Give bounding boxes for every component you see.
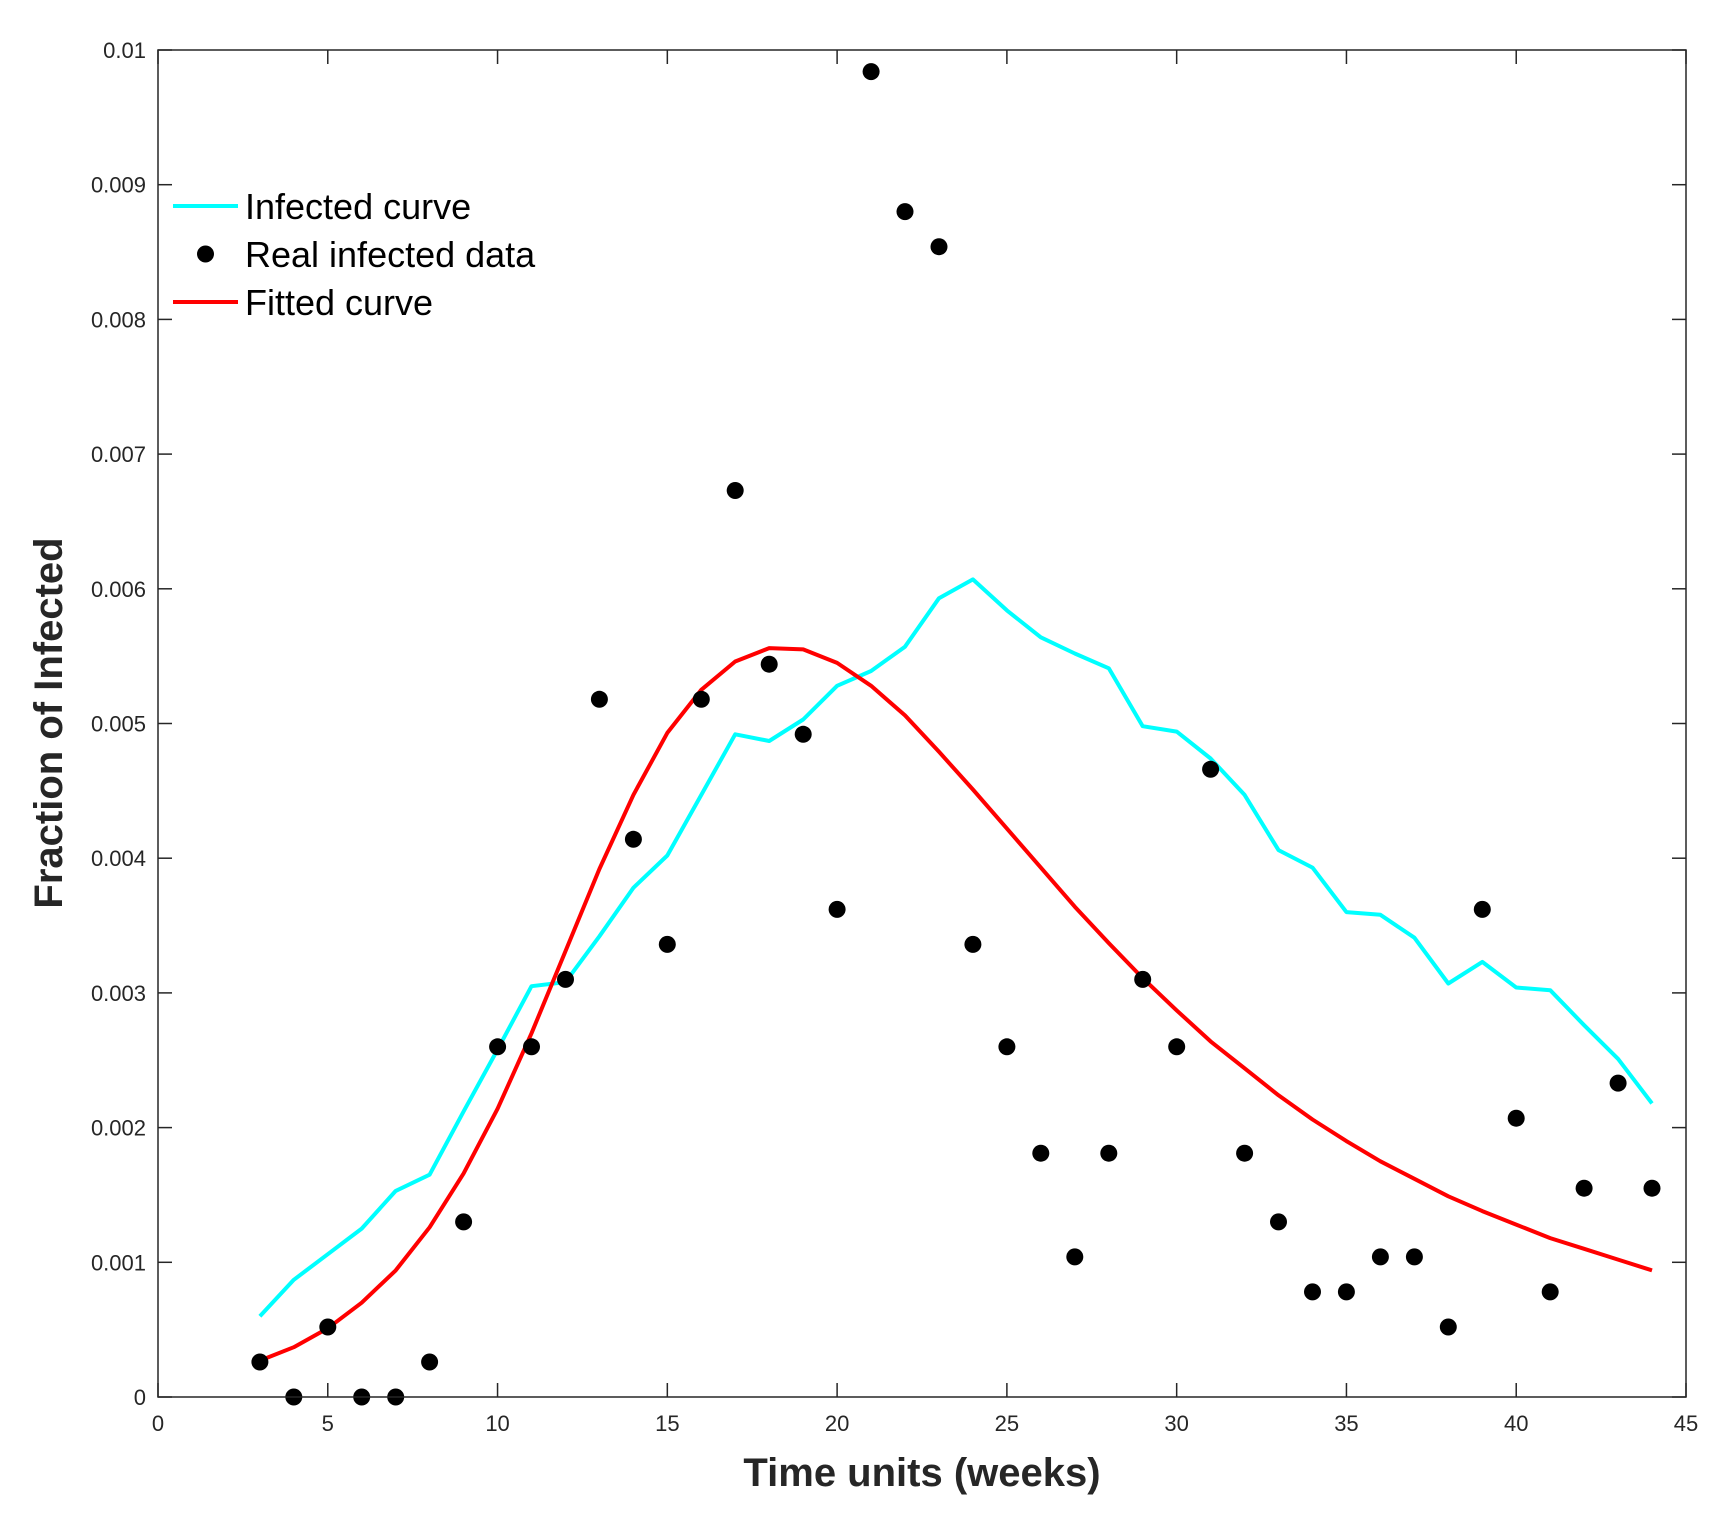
legend: Infected curve Real infected data Fitted c… bbox=[173, 186, 536, 323]
y-tick-label: 0.006 bbox=[91, 577, 146, 602]
data-point bbox=[692, 690, 710, 708]
data-point bbox=[930, 238, 948, 256]
data-point bbox=[964, 935, 982, 953]
y-tick-label: 0.008 bbox=[91, 307, 146, 332]
y-tick-label: 0.001 bbox=[91, 1250, 146, 1275]
data-point bbox=[1066, 1248, 1084, 1266]
y-tick-label: 0.005 bbox=[91, 712, 146, 737]
x-tick-label: 0 bbox=[152, 1411, 164, 1436]
data-point bbox=[1304, 1283, 1321, 1301]
data-point bbox=[1236, 1144, 1254, 1162]
data-point bbox=[1609, 1074, 1627, 1092]
legend-label-fitted-curve: Fitted curve bbox=[245, 282, 433, 323]
y-tick-label: 0 bbox=[134, 1385, 146, 1410]
data-point bbox=[1405, 1248, 1423, 1266]
data-point bbox=[1134, 970, 1152, 988]
data-point bbox=[794, 725, 812, 743]
plot-background bbox=[158, 50, 1686, 1397]
data-point bbox=[1575, 1179, 1593, 1197]
data-point bbox=[624, 830, 642, 848]
data-point bbox=[998, 1038, 1016, 1056]
data-point bbox=[455, 1213, 473, 1231]
data-point bbox=[726, 482, 744, 499]
fitted-curve-line bbox=[259, 646, 1653, 1363]
x-tick-label: 30 bbox=[1164, 1411, 1188, 1436]
data-point bbox=[1032, 1144, 1050, 1162]
data-point bbox=[1337, 1283, 1355, 1301]
x-tick-label: 15 bbox=[655, 1411, 679, 1436]
y-axis-title: Fraction of Infected bbox=[27, 537, 71, 908]
legend-label-infected-curve: Infected curve bbox=[245, 186, 471, 227]
legend-label-real-infected-data: Real infected data bbox=[245, 234, 536, 275]
data-point bbox=[760, 655, 778, 673]
data-point bbox=[319, 1318, 337, 1336]
data-point bbox=[1100, 1144, 1118, 1162]
legend-swatch-real-infected-data bbox=[197, 245, 214, 263]
y-tick-label: 0.003 bbox=[91, 981, 146, 1006]
y-tick-label: 0.004 bbox=[91, 846, 146, 871]
y-tick-label: 0.002 bbox=[91, 1116, 146, 1141]
series-layer bbox=[251, 63, 1661, 1406]
data-point bbox=[523, 1038, 540, 1056]
infected-curve-line bbox=[258, 577, 1654, 1318]
x-tick-label: 25 bbox=[995, 1411, 1019, 1436]
data-point bbox=[557, 970, 574, 988]
x-tick-label: 20 bbox=[825, 1411, 849, 1436]
data-point bbox=[1507, 1109, 1525, 1127]
data-point bbox=[896, 203, 914, 221]
data-point bbox=[1541, 1283, 1559, 1301]
data-point bbox=[590, 690, 608, 708]
data-point bbox=[1439, 1318, 1457, 1336]
x-tick-label: 45 bbox=[1674, 1411, 1698, 1436]
tick-layer: 0 5 10 15 20 25 30 35 40 45 0 0.001 0.002 0.003 0.004 0… bbox=[91, 38, 1698, 1436]
data-point bbox=[1371, 1248, 1389, 1266]
data-point bbox=[828, 900, 846, 918]
y-tick-label: 0.009 bbox=[91, 173, 146, 198]
data-point bbox=[862, 63, 880, 81]
data-point bbox=[251, 1353, 269, 1371]
y-tick-label: 0.01 bbox=[103, 38, 146, 63]
data-point bbox=[1473, 900, 1491, 918]
data-point bbox=[1270, 1213, 1287, 1231]
data-point bbox=[658, 935, 676, 953]
data-point bbox=[1643, 1179, 1661, 1197]
y-tick-label: 0.007 bbox=[91, 442, 146, 467]
x-tick-label: 10 bbox=[485, 1411, 509, 1436]
data-point bbox=[489, 1038, 507, 1056]
data-point bbox=[421, 1353, 439, 1371]
data-point bbox=[1202, 760, 1220, 778]
x-tick-label: 35 bbox=[1334, 1411, 1358, 1436]
data-point bbox=[1168, 1038, 1186, 1056]
x-tick-label: 5 bbox=[322, 1411, 334, 1436]
x-tick-label: 40 bbox=[1504, 1411, 1528, 1436]
x-axis-title: Time units (weeks) bbox=[743, 1451, 1100, 1495]
